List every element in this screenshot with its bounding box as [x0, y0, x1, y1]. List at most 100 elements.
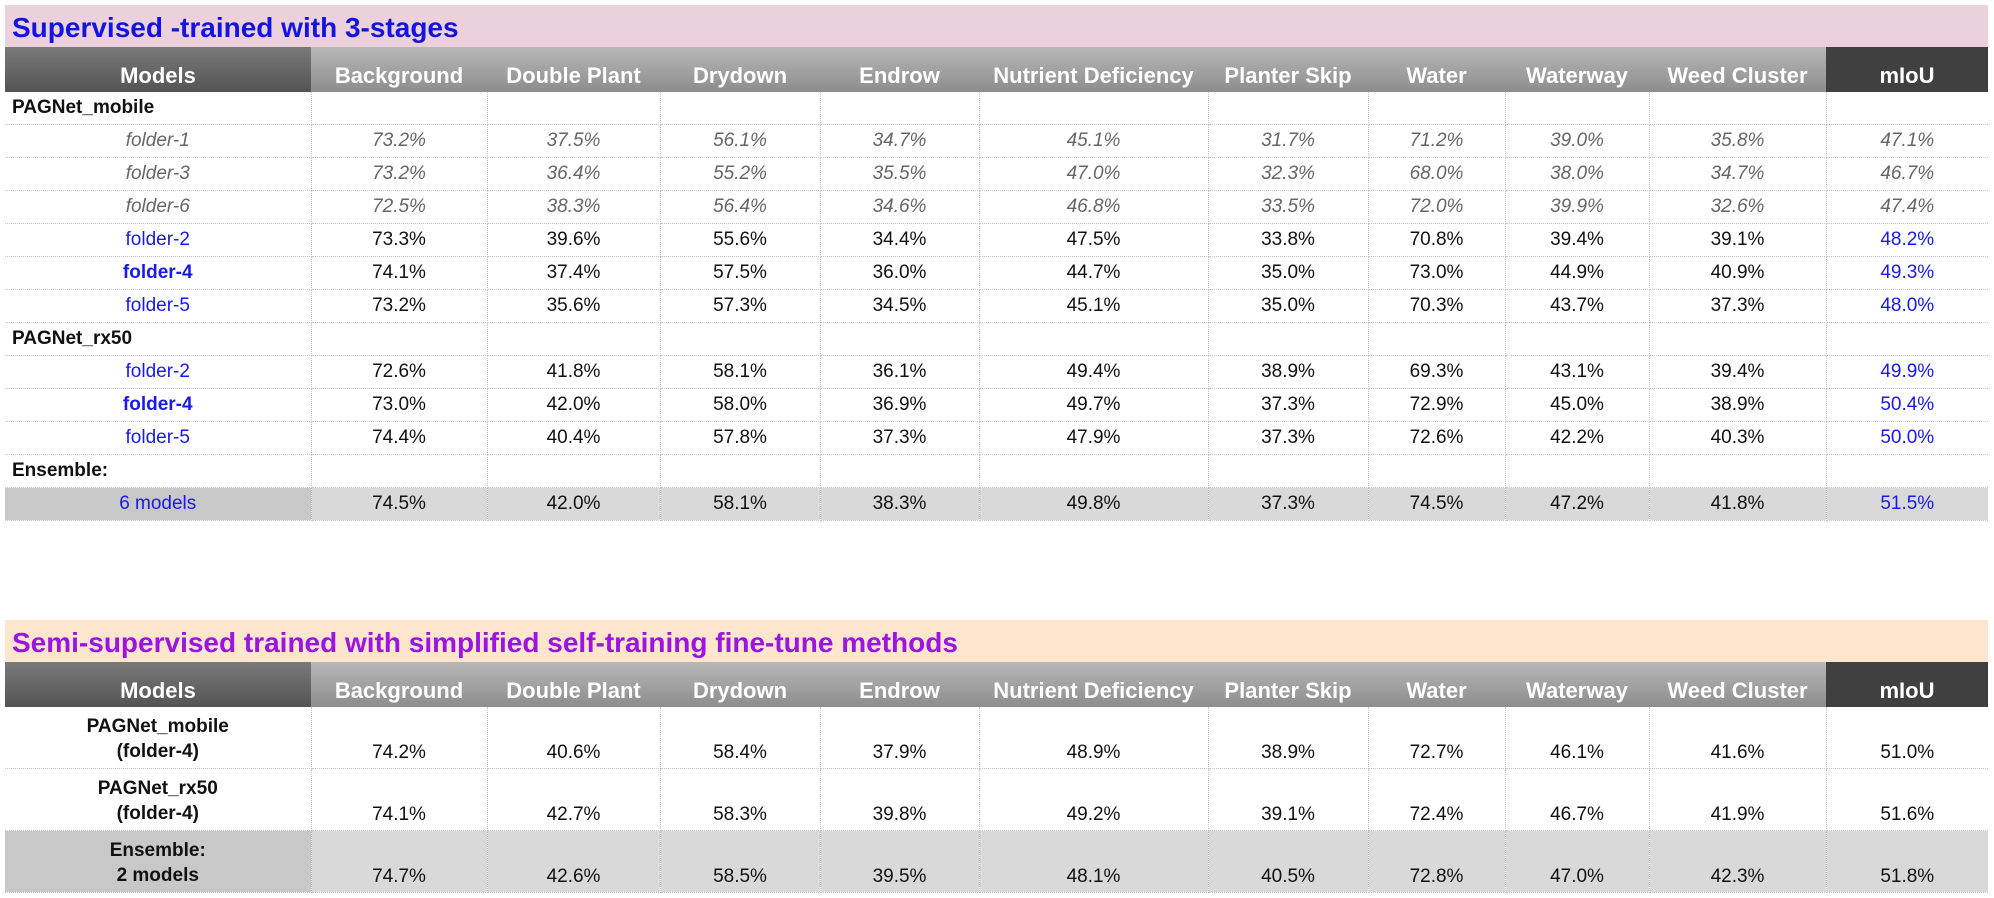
empty-cell: [487, 322, 661, 356]
miou-cell: 51.5%: [1826, 487, 1988, 521]
value-cell: 38.9%: [1649, 388, 1827, 422]
value-cell: 42.7%: [487, 768, 661, 831]
value-cell: 35.6%: [487, 289, 661, 323]
empty-cell: [820, 92, 980, 125]
value-cell: 39.4%: [1649, 355, 1827, 389]
model-name-cell: Ensemble: 2 models: [5, 830, 312, 893]
value-cell: 34.6%: [820, 190, 980, 224]
model-name-cell: folder-5: [5, 421, 312, 455]
value-cell: 40.9%: [1649, 256, 1827, 290]
value-cell: 46.1%: [1505, 707, 1650, 769]
empty-cell: [1368, 92, 1506, 125]
results-table-semi-supervised: Models Background Double Plant Drydown E…: [5, 662, 1988, 893]
value-cell: 73.2%: [311, 157, 488, 191]
empty-cell: [660, 92, 821, 125]
value-cell: 74.7%: [311, 830, 488, 893]
model-name-cell: folder-2: [5, 223, 312, 257]
value-cell: 49.8%: [979, 487, 1209, 521]
empty-cell: [820, 454, 980, 488]
header-row: Models Background Double Plant Drydown E…: [5, 47, 1988, 92]
value-cell: 35.0%: [1208, 289, 1369, 323]
table-row: 6 models 74.5% 42.0% 58.1% 38.3% 49.8% 37.3% 74…: [5, 487, 1988, 521]
group-row: PAGNet_rx50: [5, 322, 1988, 356]
value-cell: 73.2%: [311, 289, 488, 323]
group-row: PAGNet_mobile: [5, 92, 1988, 125]
model-name-cell: folder-1: [5, 124, 312, 158]
section-title-supervised: Supervised -trained with 3-stages: [5, 5, 1988, 47]
value-cell: 47.2%: [1505, 487, 1650, 521]
value-cell: 41.6%: [1649, 707, 1827, 769]
col-header-nutrient-deficiency: Nutrient Deficiency: [979, 47, 1208, 92]
miou-cell: 49.3%: [1826, 256, 1988, 290]
value-cell: 72.5%: [311, 190, 488, 224]
value-cell: 47.5%: [979, 223, 1209, 257]
value-cell: 47.0%: [979, 157, 1209, 191]
model-name-cell: 6 models: [5, 487, 312, 521]
value-cell: 73.0%: [311, 388, 488, 422]
value-cell: 37.4%: [487, 256, 661, 290]
value-cell: 34.7%: [820, 124, 980, 158]
col-header-water: Water: [1368, 662, 1505, 707]
value-cell: 72.6%: [311, 355, 488, 389]
table-row: folder-1 73.2% 37.5% 56.1% 34.7% 45.1% 31.7% 71…: [5, 124, 1988, 158]
value-cell: 71.2%: [1368, 124, 1506, 158]
col-header-drydown: Drydown: [660, 47, 820, 92]
col-header-water: Water: [1368, 47, 1505, 92]
value-cell: 47.9%: [979, 421, 1209, 455]
miou-cell: 50.0%: [1826, 421, 1988, 455]
value-cell: 37.3%: [820, 421, 980, 455]
value-cell: 41.8%: [487, 355, 661, 389]
section-semi-supervised: Semi-supervised trained with simplified …: [5, 620, 1988, 893]
value-cell: 39.1%: [1208, 768, 1369, 831]
value-cell: 37.3%: [1649, 289, 1827, 323]
value-cell: 55.2%: [660, 157, 821, 191]
model-name-line1: PAGNet_mobile: [86, 716, 229, 737]
model-name-cell: folder-4: [5, 388, 312, 422]
value-cell: 36.4%: [487, 157, 661, 191]
model-name-cell: folder-4: [5, 256, 312, 290]
value-cell: 74.4%: [311, 421, 488, 455]
col-header-miou: mIoU: [1826, 47, 1988, 92]
value-cell: 48.1%: [979, 830, 1209, 893]
group-label: Ensemble:: [5, 454, 312, 488]
value-cell: 35.0%: [1208, 256, 1369, 290]
miou-cell: 46.7%: [1826, 157, 1988, 191]
empty-cell: [311, 322, 488, 356]
value-cell: 58.1%: [660, 487, 821, 521]
empty-cell: [1826, 92, 1988, 125]
value-cell: 38.3%: [820, 487, 980, 521]
miou-cell: 48.2%: [1826, 223, 1988, 257]
value-cell: 35.8%: [1649, 124, 1827, 158]
col-header-double-plant: Double Plant: [487, 47, 660, 92]
value-cell: 72.8%: [1368, 830, 1506, 893]
model-name-cell: folder-6: [5, 190, 312, 224]
empty-cell: [311, 454, 488, 488]
value-cell: 74.2%: [311, 707, 488, 769]
value-cell: 37.3%: [1208, 388, 1369, 422]
value-cell: 74.1%: [311, 768, 488, 831]
value-cell: 37.3%: [1208, 421, 1369, 455]
value-cell: 39.8%: [820, 768, 980, 831]
empty-cell: [1649, 454, 1827, 488]
col-header-weed-cluster: Weed Cluster: [1649, 662, 1826, 707]
value-cell: 42.0%: [487, 487, 661, 521]
value-cell: 49.4%: [979, 355, 1209, 389]
col-header-endrow: Endrow: [820, 662, 979, 707]
empty-cell: [1505, 454, 1650, 488]
group-label: PAGNet_rx50: [5, 322, 312, 356]
model-name-line1: Ensemble:: [109, 840, 206, 861]
value-cell: 35.5%: [820, 157, 980, 191]
empty-cell: [820, 322, 980, 356]
model-name-cell: folder-2: [5, 355, 312, 389]
value-cell: 41.8%: [1649, 487, 1827, 521]
model-name-line2: (folder-4): [116, 803, 199, 824]
value-cell: 42.3%: [1649, 830, 1827, 893]
model-name-line2: (folder-4): [116, 741, 199, 762]
value-cell: 73.3%: [311, 223, 488, 257]
value-cell: 72.0%: [1368, 190, 1506, 224]
col-header-models: Models: [5, 662, 311, 707]
table-row: folder-3 73.2% 36.4% 55.2% 35.5% 47.0% 32.3% 68…: [5, 157, 1988, 191]
value-cell: 39.9%: [1505, 190, 1650, 224]
miou-cell: 51.0%: [1826, 707, 1988, 769]
miou-cell: 50.4%: [1826, 388, 1988, 422]
